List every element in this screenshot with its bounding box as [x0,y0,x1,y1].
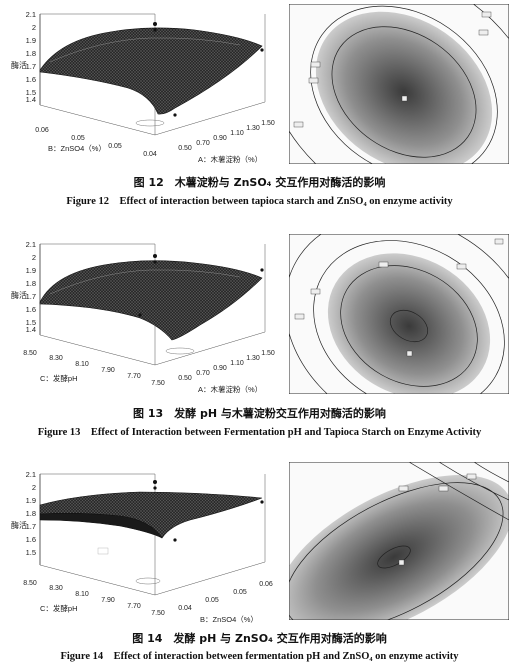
axis-right-label: A：木薯淀粉（%） [198,384,262,394]
contour-plot [289,462,509,620]
figure-caption-cn: 图 13 发酵 pH 与木薯淀粉交互作用对酶活的影响 [133,407,386,420]
axis-right-label: A：木薯淀粉（%） [198,154,262,164]
figure-12: 2.1 2 1.9 1.8 1.7 1.6 1.5 1.4 酶活 [0,0,519,215]
figure-caption-en: Figure 12 Effect of interaction between … [66,196,453,207]
axis-right-tick: 0.05 [205,597,219,604]
surface-plot: 2.1 2 1.9 1.8 1.7 1.6 1.5 1.4 酶活 [11,10,275,164]
z-tick: 1.9 [26,266,36,275]
axis-left-tick: 0.04 [143,151,157,158]
z-tick: 1.7 [26,522,36,531]
axis-right-tick: 1.10 [230,130,244,137]
z-tick: 1.7 [26,292,36,301]
floor-contour [165,347,195,355]
figure-13: 2.1 2 1.9 1.8 1.7 1.6 1.5 1.4 酶活 8.50 8.… [0,230,519,445]
contour-label-boxes [398,473,477,566]
contour-plot [289,4,509,164]
z-tick: 2.1 [26,470,36,479]
figure-14: 2.1 2 1.9 1.8 1.7 1.6 1.5 酶活 8.50 8.30 8… [0,460,519,672]
z-tick: 2.1 [26,240,36,249]
axis-left-label: C：发酵pH [40,603,78,613]
z-tick: 1.4 [26,95,36,104]
axis-right-tick: 0.70 [196,140,210,147]
design-points [138,254,264,317]
surface-highlight [49,37,241,63]
axis-right-tick: 0.90 [213,365,227,372]
z-tick: 1.5 [26,548,36,557]
z-axis-label: 酶活 [11,290,27,300]
design-points [153,22,264,117]
floor-contour [135,577,161,585]
z-tick: 1.5 [26,88,36,97]
z-tick: 1.9 [26,496,36,505]
figure-caption-en: Figure 13 Effect of Interaction between … [37,427,482,438]
contour-lines [289,462,509,620]
z-tick: 1.6 [26,535,36,544]
axis-left-tick: 7.90 [101,597,115,604]
axis-right-tick: 0.50 [178,145,192,152]
axis-right-label: B：ZnSO4（%） [200,615,258,624]
figure-caption-cn: 图 12 木薯淀粉与 ZnSO₄ 交互作用对酶活的影响 [133,176,386,189]
z-tick: 2 [32,253,36,262]
axis-left-tick: 0.06 [35,127,49,134]
axis-right-tick: 1.30 [246,355,260,362]
z-tick: 1.8 [26,49,36,58]
legend-box [97,547,109,555]
axis-right-tick: 0.70 [196,370,210,377]
axis-right-tick: 0.05 [233,589,247,596]
z-tick: 1.8 [26,279,36,288]
figure-caption-en: Figure 14 Effect of interaction between … [60,651,459,662]
axis-left-tick: 7.50 [151,610,165,617]
z-tick: 1.7 [26,62,36,71]
axis-left-tick: 0.05 [108,143,122,150]
axis-right-tick: 1.50 [261,120,275,127]
axis-left-tick: 7.70 [127,373,141,380]
axis-left-tick: 8.50 [23,580,37,587]
contour-label-boxes [294,238,504,357]
axis-box [39,13,266,136]
z-tick: 2 [32,483,36,492]
axis-left-tick: 7.70 [127,603,141,610]
axis-right-tick: 0.50 [178,375,192,382]
z-tick: 2 [32,23,36,32]
contour-plot [289,234,509,394]
axis-left-tick: 7.90 [101,367,115,374]
contour-label-boxes [293,11,492,128]
figure-caption-cn: 图 14 发酵 pH 与 ZnSO₄ 交互作用对酶活的影响 [132,632,387,645]
axis-right-tick: 1.50 [261,350,275,357]
axis-right-tick: 1.30 [246,125,260,132]
z-tick: 1.9 [26,36,36,45]
axis-left-tick: 8.30 [49,585,63,592]
surface-underside [39,513,163,539]
response-surface [39,27,263,115]
surface-plot: 2.1 2 1.9 1.8 1.7 1.6 1.5 酶活 8.50 8.30 8… [11,470,273,624]
design-points [153,480,264,542]
axis-right-tick: 0.90 [213,135,227,142]
contour-lines [289,4,509,164]
z-axis-label: 酶活 [11,60,27,70]
surface-highlight [49,269,241,295]
axis-box [39,473,266,596]
z-tick: 1.4 [26,325,36,334]
z-tick: 1.6 [26,305,36,314]
z-tick: 1.8 [26,509,36,518]
z-tick: 1.5 [26,318,36,327]
axis-left-label: B：ZnSO4（%） [48,144,106,153]
axis-left-tick: 8.30 [49,355,63,362]
axis-right-tick: 0.06 [259,581,273,588]
z-tick: 1.6 [26,75,36,84]
axis-left-tick: 8.10 [75,591,89,598]
floor-contour [135,119,165,127]
axis-right-tick: 0.04 [178,605,192,612]
axis-left-label: C：发酵pH [40,373,78,383]
axis-right-tick: 1.10 [230,360,244,367]
surface-plot: 2.1 2 1.9 1.8 1.7 1.6 1.5 1.4 酶活 8.50 8.… [11,240,275,394]
axis-left-tick: 8.10 [75,361,89,368]
contour-lines [289,234,509,394]
axis-left-tick: 0.05 [71,135,85,142]
axis-left-tick: 8.50 [23,350,37,357]
z-axis-label: 酶活 [11,520,27,530]
response-surface [39,260,263,341]
axis-left-tick: 7.50 [151,380,165,387]
z-tick: 2.1 [26,10,36,19]
